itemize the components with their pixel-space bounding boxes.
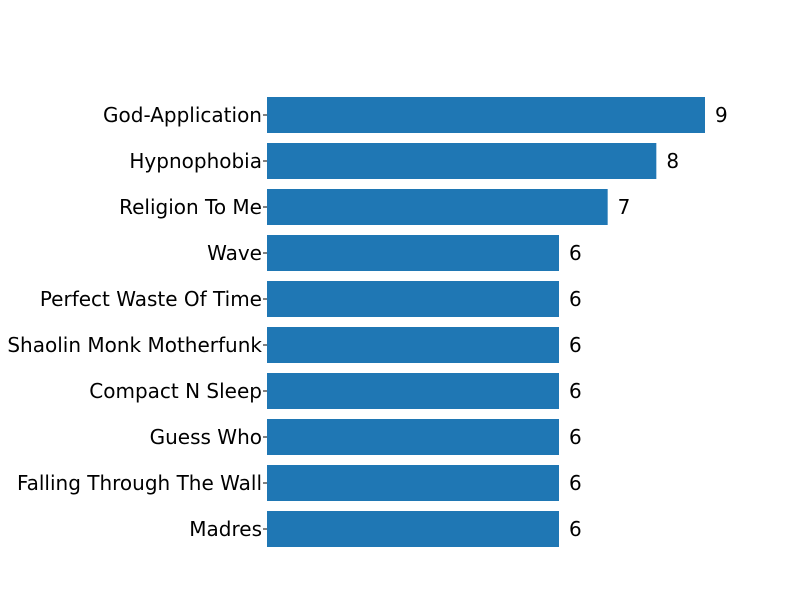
- bar: [267, 465, 559, 501]
- bar: [267, 189, 608, 225]
- value-label: 6: [569, 471, 582, 495]
- category-label: Compact N Sleep: [89, 379, 262, 403]
- value-label: 6: [569, 333, 582, 357]
- category-label: Religion To Me: [119, 195, 262, 219]
- bar: [267, 511, 559, 547]
- bar: [267, 235, 559, 271]
- value-label: 6: [569, 517, 582, 541]
- bars-group: [267, 97, 705, 547]
- value-label: 6: [569, 425, 582, 449]
- value-label: 8: [666, 149, 679, 173]
- value-label: 9: [715, 103, 728, 127]
- category-labels-group: God-Application Hypnophobia Religion To Me…: [7, 103, 262, 541]
- category-label: God-Application: [103, 103, 262, 127]
- bar: [267, 281, 559, 317]
- category-label: Hypnophobia: [129, 149, 262, 173]
- value-label: 6: [569, 287, 582, 311]
- y-ticks-group: [263, 114, 267, 530]
- value-label: 6: [569, 241, 582, 265]
- category-label: Wave: [207, 241, 262, 265]
- value-labels-group: 9 8 7 6 6 6 6 6 6 6: [569, 103, 728, 541]
- value-label: 6: [569, 379, 582, 403]
- bar: [267, 327, 559, 363]
- category-label: Falling Through The Wall: [17, 471, 262, 495]
- value-label: 7: [618, 195, 631, 219]
- category-label: Guess Who: [150, 425, 262, 449]
- bar: [267, 97, 705, 133]
- category-label: Madres: [189, 517, 262, 541]
- category-label: Shaolin Monk Motherfunk: [7, 333, 262, 357]
- bar: [267, 419, 559, 455]
- bar: [267, 373, 559, 409]
- category-label: Perfect Waste Of Time: [40, 287, 262, 311]
- bar: [267, 143, 657, 179]
